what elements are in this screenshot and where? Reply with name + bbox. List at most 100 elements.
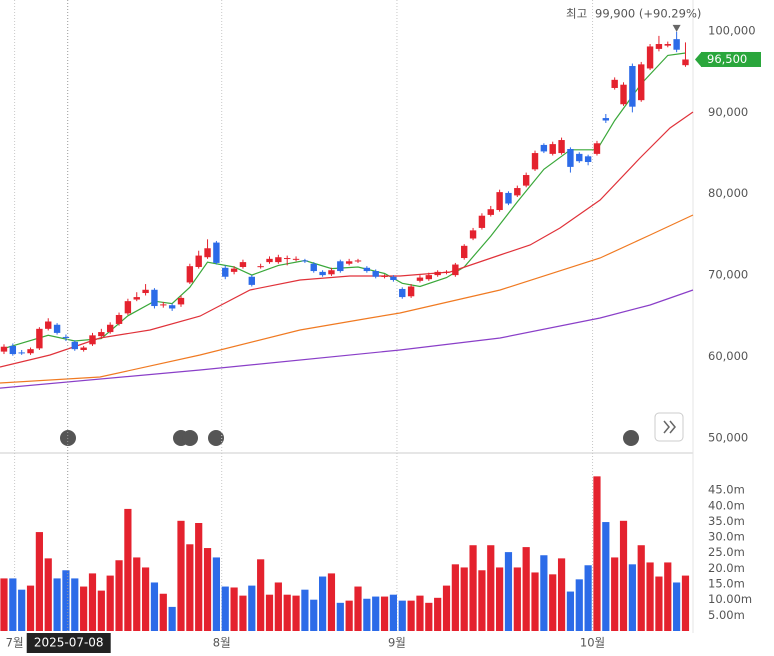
candle-body	[682, 59, 689, 66]
candle-body	[0, 346, 8, 352]
candle-body	[80, 347, 87, 350]
candle-body	[186, 266, 194, 283]
candle-body	[89, 335, 96, 345]
candle-body	[213, 242, 220, 263]
x-tick-label: 8월	[213, 636, 231, 650]
candle-body	[160, 304, 167, 306]
candle-body	[407, 286, 415, 297]
volume-bar	[257, 559, 265, 631]
volume-bar	[327, 573, 336, 631]
crosshair-label: 2025-07-08	[34, 636, 104, 650]
candle-body	[106, 324, 114, 333]
volume-bar	[292, 595, 300, 631]
volume-bar	[540, 555, 548, 631]
candle-body	[567, 148, 574, 167]
volume-bar	[646, 562, 654, 631]
volume-bar	[230, 587, 238, 631]
candle-body	[266, 258, 273, 263]
candle-body	[345, 261, 353, 264]
volume-bar	[319, 576, 327, 631]
candle-body	[558, 140, 565, 154]
candle-body	[540, 144, 548, 152]
candle-body	[602, 118, 610, 121]
volume-bar	[416, 595, 424, 631]
candle-body	[576, 153, 583, 162]
candle-body	[487, 209, 494, 215]
candle-body	[416, 277, 424, 281]
x-tick-label: 7월	[6, 636, 24, 650]
candle-body	[390, 276, 397, 281]
volume-bar	[434, 597, 442, 631]
candle-body	[443, 271, 450, 273]
candle-body	[522, 175, 530, 186]
candle-body	[620, 84, 627, 105]
candle-body	[337, 261, 344, 272]
candle-body	[222, 267, 229, 277]
candle-body	[354, 260, 362, 262]
candle-body	[133, 297, 140, 300]
volume-bar	[593, 476, 601, 631]
candle-body	[319, 271, 326, 276]
scroll-button[interactable]	[654, 412, 684, 442]
event-icon[interactable]	[182, 430, 198, 446]
candle-body	[664, 44, 671, 46]
volume-bar	[239, 595, 247, 631]
candle-body	[71, 341, 78, 350]
candle-body	[27, 349, 34, 354]
candle-body	[124, 301, 132, 314]
current-price-label: 96,500	[707, 52, 747, 66]
volume-bar	[496, 567, 504, 631]
volume-tick-label: 30.0m	[708, 530, 745, 544]
volume-bar	[203, 548, 212, 631]
volume-bar	[531, 572, 539, 631]
volume-bar	[88, 573, 97, 631]
volume-bar	[177, 520, 185, 631]
volume-bar	[106, 575, 114, 631]
volume-bar	[283, 594, 291, 631]
high-marker	[672, 24, 681, 32]
volume-bar	[345, 600, 353, 631]
candle-body	[673, 39, 680, 50]
volume-bar	[363, 598, 371, 631]
candle-body	[381, 275, 388, 277]
volume-bar	[141, 567, 150, 631]
candle-body	[53, 324, 61, 333]
candle-body	[301, 260, 309, 262]
volume-bar	[35, 532, 43, 631]
volume-bar	[469, 545, 477, 631]
candle-body	[36, 328, 43, 349]
volume-bar	[97, 590, 105, 631]
volume-bar	[159, 593, 167, 631]
moving-average-line	[0, 214, 694, 384]
candle-body	[434, 271, 441, 276]
event-icon[interactable]	[623, 430, 639, 446]
candle-body	[452, 264, 459, 276]
candle-body	[204, 248, 211, 258]
candle-body	[505, 192, 512, 204]
candle-body	[195, 255, 202, 267]
volume-bar	[487, 545, 495, 631]
candle-body	[461, 245, 468, 259]
volume-tick-label: 25.0m	[708, 545, 745, 559]
candle-body	[98, 332, 105, 337]
volume-bar	[115, 560, 123, 631]
volume-bar	[557, 558, 566, 631]
candle-body	[151, 289, 158, 307]
volume-bar	[9, 578, 17, 631]
volume-bar	[549, 574, 557, 631]
moving-average-line	[0, 289, 694, 389]
volume-tick-label: 15.0m	[708, 577, 745, 591]
volume-bar	[478, 570, 486, 631]
candle-body	[638, 64, 645, 101]
volume-bar	[637, 545, 645, 631]
volume-tick-label: 10.00m	[708, 592, 752, 606]
volume-bar	[195, 523, 203, 631]
volume-bar	[150, 582, 159, 631]
y-tick-label: 80,000	[708, 186, 748, 200]
candle-body	[230, 268, 238, 272]
volume-bar	[628, 564, 636, 631]
current-price-tag	[701, 51, 761, 67]
event-icon[interactable]	[208, 430, 224, 446]
volume-bar	[673, 582, 681, 631]
